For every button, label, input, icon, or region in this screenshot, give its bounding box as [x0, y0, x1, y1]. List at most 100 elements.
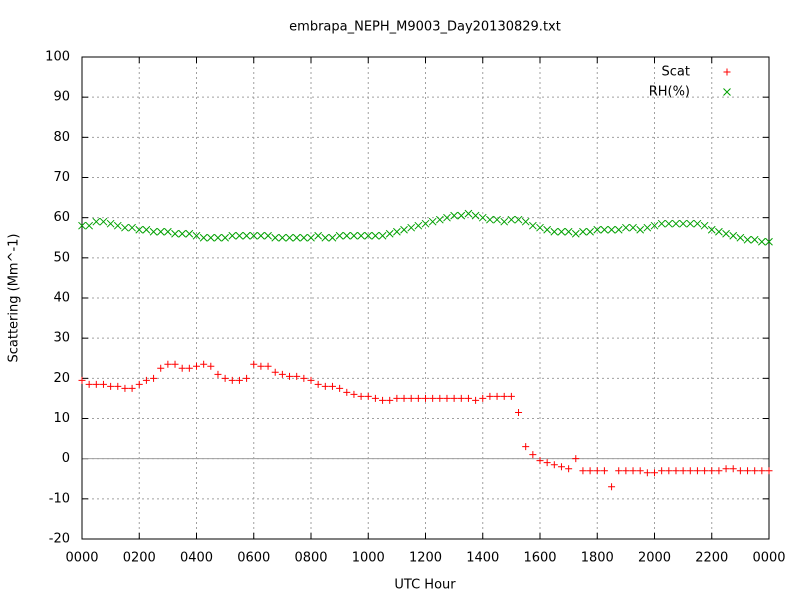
- x-tick-label: 0400: [180, 551, 213, 566]
- data-point: [422, 394, 429, 402]
- data-point: [106, 219, 115, 228]
- data-point: [708, 467, 716, 475]
- data-point: [672, 219, 680, 228]
- data-point: [600, 225, 609, 234]
- data-point: [357, 231, 365, 240]
- data-point: [436, 394, 444, 402]
- data-point: [407, 394, 415, 402]
- data-point: [185, 364, 193, 372]
- data-point: [299, 233, 308, 242]
- data-point: [85, 221, 94, 230]
- data-point: [199, 233, 208, 242]
- data-point: [99, 380, 107, 388]
- data-point: [221, 374, 229, 382]
- data-point: [765, 467, 773, 475]
- data-point: [536, 457, 544, 465]
- data-point: [529, 451, 537, 459]
- legend-marker: [723, 88, 731, 96]
- data-point: [113, 221, 122, 230]
- data-point: [750, 235, 759, 244]
- data-point: [421, 219, 430, 228]
- data-point: [543, 459, 551, 467]
- data-point: [207, 362, 215, 370]
- data-point: [414, 394, 422, 402]
- data-point: [228, 376, 236, 384]
- data-point: [722, 229, 730, 238]
- legend-label: RH(%): [649, 85, 690, 100]
- data-point: [493, 392, 501, 400]
- data-point: [192, 231, 201, 240]
- data-point: [651, 469, 658, 477]
- data-point: [600, 467, 608, 475]
- data-point: [500, 392, 508, 400]
- data-point: [371, 231, 380, 240]
- data-point: [164, 360, 172, 368]
- data-point: [378, 231, 387, 240]
- data-point: [464, 209, 473, 218]
- data-point: [307, 376, 315, 384]
- data-point: [472, 396, 480, 404]
- legend-label: Scat: [662, 65, 690, 80]
- data-point: [414, 221, 423, 230]
- chart-title: embrapa_NEPH_M9003_Day20130829.txt: [289, 20, 561, 35]
- y-axis-label: Scattering (Mm^-1): [7, 233, 22, 362]
- data-point: [464, 394, 472, 402]
- data-point: [185, 229, 194, 238]
- data-point: [614, 225, 623, 234]
- data-point: [679, 219, 687, 228]
- y-tick-label: 80: [53, 130, 70, 145]
- data-point: [135, 380, 143, 388]
- y-tick-label: 40: [53, 291, 70, 306]
- data-point: [729, 465, 737, 473]
- x-tick-label: 1400: [466, 551, 499, 566]
- data-point: [171, 360, 179, 368]
- data-point: [214, 233, 222, 242]
- y-tick-label: -10: [49, 491, 70, 506]
- data-point: [686, 219, 695, 228]
- data-point: [314, 380, 322, 388]
- data-point: [493, 215, 501, 224]
- data-point: [729, 231, 738, 240]
- data-point: [665, 467, 673, 475]
- data-point: [142, 225, 151, 234]
- data-point: [121, 384, 129, 392]
- legend-marker: [723, 68, 731, 76]
- x-tick-label: 0000: [752, 551, 785, 566]
- data-point: [78, 221, 86, 230]
- data-point: [443, 394, 451, 402]
- data-point: [457, 394, 465, 402]
- data-point: [622, 467, 630, 475]
- data-point: [99, 217, 108, 226]
- data-point: [364, 392, 372, 400]
- data-point: [457, 211, 466, 220]
- data-point: [693, 219, 702, 228]
- data-point: [321, 233, 330, 242]
- data-point: [643, 469, 651, 477]
- data-point: [393, 227, 401, 236]
- data-point: [206, 233, 215, 242]
- y-tick-label: 30: [53, 331, 70, 346]
- data-point: [586, 467, 594, 475]
- x-tick-label: 1800: [581, 551, 614, 566]
- data-point: [135, 225, 144, 234]
- data-point: [292, 233, 301, 242]
- data-point: [629, 223, 637, 232]
- data-point: [643, 223, 652, 232]
- data-point: [686, 467, 694, 475]
- data-point: [178, 229, 187, 238]
- data-point: [335, 231, 344, 240]
- data-point: [672, 467, 680, 475]
- data-point: [128, 384, 136, 392]
- data-point: [550, 227, 559, 236]
- data-point: [249, 231, 258, 240]
- data-point: [507, 392, 515, 400]
- data-point: [500, 217, 509, 226]
- y-tick-label: 90: [53, 90, 70, 105]
- data-point: [743, 235, 752, 244]
- data-point: [142, 376, 150, 384]
- data-point: [107, 382, 115, 390]
- data-point: [593, 225, 602, 234]
- data-point: [629, 467, 637, 475]
